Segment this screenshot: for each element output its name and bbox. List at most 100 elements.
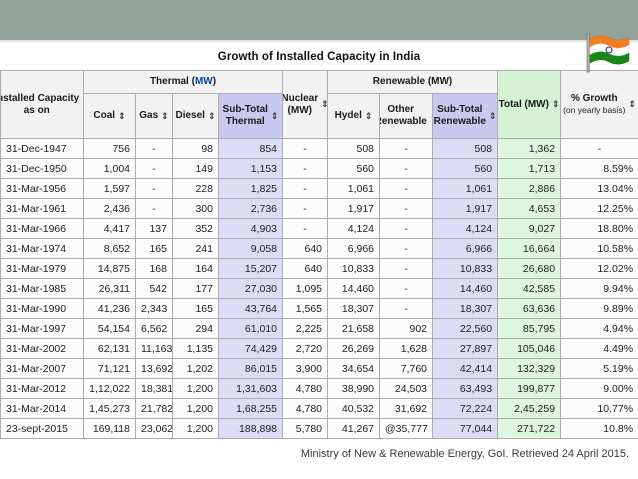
- table-cell: 9.89%: [560, 298, 638, 319]
- row-date: 31-Mar-2014: [0, 398, 84, 419]
- row-date: 31-Mar-1979: [0, 258, 84, 279]
- table-cell: 2,45,259: [497, 398, 562, 419]
- slide-top-bar: [0, 0, 638, 42]
- table-row: 23-sept-2015 169,118 23,062 1,200 188,898 5,7…: [0, 418, 638, 439]
- table-cell: 1,153: [217, 158, 284, 179]
- table-cell: 1,061: [432, 178, 499, 199]
- table-cell: 4,124: [432, 218, 499, 239]
- table-cell: 34,654: [327, 358, 381, 379]
- header-label: Thermal (: [149, 76, 195, 87]
- table-cell: 1,68,255: [217, 398, 284, 419]
- table-cell: 542: [135, 278, 173, 299]
- table-cell: 86,015: [217, 358, 284, 379]
- table-cell: 1,825: [217, 178, 284, 199]
- table-cell: 77,044: [432, 418, 499, 439]
- table-cell: 241: [172, 238, 219, 259]
- header-label: Nuclear (MW): [282, 92, 319, 116]
- table-cell: 9.94%: [560, 278, 638, 299]
- table-cell: 10.58%: [560, 238, 638, 259]
- header-label: Gas: [139, 110, 159, 121]
- col-header-other-renewable[interactable]: Other Renewable ⇕: [379, 93, 434, 139]
- col-header-coal[interactable]: Coal ⇕: [83, 93, 136, 139]
- table-cell: 8.59%: [560, 158, 638, 179]
- table-cell: 177: [172, 278, 219, 299]
- sort-icon[interactable]: ⇕: [551, 99, 560, 110]
- sort-icon[interactable]: ⇕: [430, 111, 432, 122]
- col-header-diesel[interactable]: Diesel ⇕: [172, 93, 219, 139]
- table-cell: 137: [135, 218, 173, 239]
- table-cell: -: [135, 138, 173, 159]
- table-cell: 2,720: [282, 338, 329, 359]
- table-cell: 560: [327, 158, 381, 179]
- sort-icon[interactable]: ⇕: [488, 110, 497, 121]
- table-cell: -: [282, 198, 329, 219]
- table-cell: 4,124: [327, 218, 381, 239]
- table-cell: 352: [172, 218, 219, 239]
- sort-icon[interactable]: ⇕: [161, 110, 169, 121]
- table-cell: 168: [135, 258, 173, 279]
- sort-icon[interactable]: ⇕: [118, 110, 126, 121]
- table-cell: 1,200: [172, 418, 219, 439]
- table-cell: @35,777: [379, 418, 434, 439]
- table-cell: 1,362: [497, 138, 562, 159]
- table-cell: -: [379, 278, 434, 299]
- table-cell: 22,560: [432, 318, 499, 339]
- installed-capacity-table: Installed Capacity as on ⇕ Thermal (MW) …: [0, 70, 638, 439]
- col-header-installed-capacity[interactable]: Installed Capacity as on ⇕: [0, 70, 84, 139]
- table-cell: -: [379, 198, 434, 219]
- table-cell: 54,154: [83, 318, 136, 339]
- table-cell: 10,833: [432, 258, 499, 279]
- col-header-total[interactable]: Total (MW) ⇕: [497, 70, 562, 139]
- mw-link[interactable]: MW: [194, 76, 213, 87]
- table-cell: 5,780: [282, 418, 329, 439]
- table-body: 31-Dec-1947 756-98 854-508-508 1,362-31-Dec…: [0, 138, 638, 439]
- sort-icon[interactable]: ⇕: [82, 99, 83, 110]
- table-cell: -: [135, 158, 173, 179]
- table-cell: 18,307: [327, 298, 381, 319]
- col-header-hydel[interactable]: Hydel ⇕: [327, 93, 381, 139]
- table-cell: -: [282, 218, 329, 239]
- table-row: 31-Mar-2012 1,12,022 18,381 1,200 1,31,603 4,…: [0, 378, 638, 399]
- table-row: 31-Mar-1979 14,875 168 164 15,207 640 10,833-1…: [0, 258, 638, 279]
- table-cell: 1,200: [172, 398, 219, 419]
- table-cell: 85,795: [497, 318, 562, 339]
- table-cell: 63,493: [432, 378, 499, 399]
- table-cell: 10.77%: [560, 398, 638, 419]
- table-cell: 508: [432, 138, 499, 159]
- table-cell: 165: [172, 298, 219, 319]
- table-cell: 508: [327, 138, 381, 159]
- table-cell: 300: [172, 198, 219, 219]
- header-label: Diesel: [175, 110, 205, 121]
- table-cell: 132,329: [497, 358, 562, 379]
- sort-icon[interactable]: ⇕: [207, 110, 216, 121]
- row-date: 31-Mar-1990: [0, 298, 84, 319]
- col-group-thermal: Thermal (MW): [82, 70, 284, 94]
- table-cell: 1,565: [282, 298, 329, 319]
- row-date: 31-Mar-2007: [0, 358, 84, 379]
- table-cell: 2,225: [282, 318, 329, 339]
- col-header-subtotal-thermal[interactable]: Sub-Total Thermal ⇕: [217, 93, 284, 139]
- col-header-nuclear[interactable]: Nuclear (MW) ⇕: [282, 70, 329, 139]
- table-cell: 228: [172, 178, 219, 199]
- col-header-subtotal-renewable[interactable]: Sub-Total Renewable ⇕: [432, 93, 499, 139]
- table-cell: 4,417: [83, 218, 136, 239]
- table-cell: 4.49%: [560, 338, 638, 359]
- table-cell: 1,628: [379, 338, 434, 359]
- header-label: Total (MW): [498, 98, 549, 110]
- sort-icon[interactable]: ⇕: [321, 99, 326, 110]
- table-cell: 21,658: [327, 318, 381, 339]
- table-cell: 1,597: [83, 178, 136, 199]
- sort-icon[interactable]: ⇕: [364, 110, 373, 121]
- table-cell: 13,692: [135, 358, 173, 379]
- table-row: 31-Mar-2007 71,121 13,692 1,202 86,015 3,900 3…: [0, 358, 638, 379]
- col-header-gas[interactable]: Gas ⇕: [135, 93, 173, 139]
- sort-icon[interactable]: ⇕: [628, 99, 636, 110]
- table-cell: 165: [135, 238, 173, 259]
- col-group-renewable: Renewable (MW): [327, 70, 499, 94]
- sort-icon[interactable]: ⇕: [270, 110, 279, 121]
- header-label: % Growth (on yearly basis): [563, 92, 626, 115]
- table-cell: 42,414: [432, 358, 499, 379]
- table-cell: 26,269: [327, 338, 381, 359]
- col-header-growth[interactable]: % Growth (on yearly basis) ⇕: [560, 70, 638, 139]
- table-cell: 42,585: [497, 278, 562, 299]
